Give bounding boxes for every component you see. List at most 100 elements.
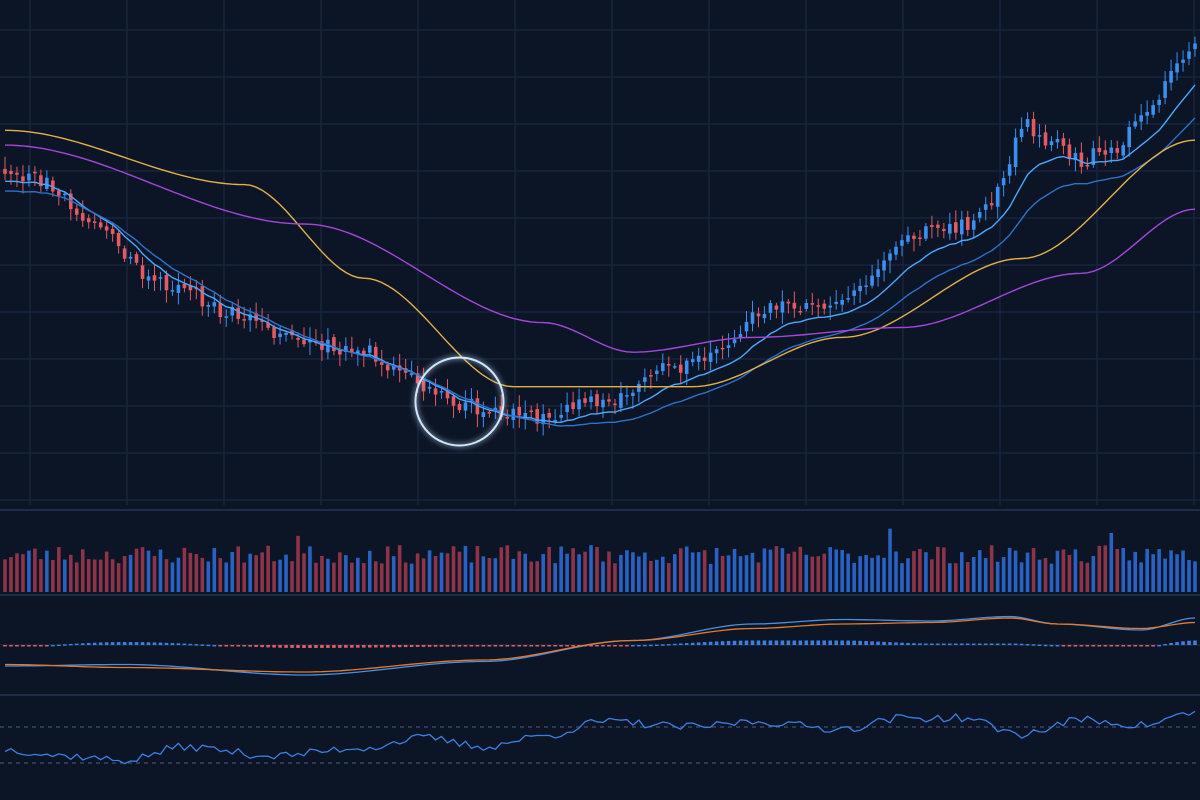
volume-bar [906, 558, 910, 592]
volume-bar [714, 547, 719, 592]
candle-body [1037, 135, 1042, 137]
volume-bar [577, 554, 581, 592]
volume-bar [589, 545, 593, 592]
volume-bar [224, 562, 229, 592]
macd-histogram-bar [792, 640, 797, 645]
volume-bar [326, 558, 330, 592]
candle-body [421, 380, 426, 392]
volume-bar [403, 562, 408, 592]
candle-body [487, 411, 492, 414]
macd-histogram-bar [433, 645, 438, 647]
volume-bar [583, 551, 587, 592]
candle-body [15, 172, 19, 175]
candle-body [45, 177, 49, 189]
macd-histogram-bar [965, 643, 970, 645]
candle-body [936, 224, 940, 228]
candle-body [170, 290, 175, 292]
macd-histogram-bar [1193, 640, 1197, 645]
macd-histogram-bar [367, 645, 372, 648]
candle-body [738, 334, 743, 339]
macd-histogram-bar [936, 643, 940, 645]
macd-histogram-bar [1103, 645, 1108, 647]
volume-bar [607, 551, 611, 592]
macd-histogram-bar [1169, 643, 1173, 645]
candle-body [930, 225, 934, 227]
macd-histogram-bar [959, 643, 964, 645]
macd-histogram-bar [344, 645, 348, 648]
macd-histogram-bar [164, 642, 169, 645]
volume-bar [266, 545, 270, 592]
macd-histogram-bar [409, 645, 414, 648]
volume-bar [1139, 562, 1143, 592]
volume-bar [427, 550, 432, 592]
candle-body [858, 285, 862, 292]
volume-bar [1187, 560, 1191, 592]
candle-body [965, 216, 970, 230]
macd-histogram-bar [1133, 645, 1137, 647]
candle-body [1115, 148, 1120, 153]
macd-histogram-bar [589, 645, 593, 647]
volume-bar [732, 548, 737, 592]
candle-body [714, 349, 719, 354]
volume-bar [296, 535, 300, 592]
moving-average-long [4, 144, 1196, 353]
macd-histogram-bar [571, 645, 575, 647]
macd-histogram-bar [834, 640, 838, 645]
macd-panel [0, 615, 1200, 676]
volume-bar [1001, 557, 1006, 592]
macd-histogram-bar [218, 645, 223, 647]
macd-histogram-bar [912, 643, 916, 645]
candle-body [684, 360, 689, 374]
candle-body [116, 232, 121, 247]
candle-body [439, 391, 444, 393]
macd-histogram-bar [206, 644, 211, 647]
candle-body [122, 248, 127, 259]
volume-bar [619, 554, 623, 592]
macd-histogram-bar [816, 640, 821, 645]
volume-bar [457, 551, 462, 592]
candle-body [57, 190, 61, 196]
volume-bar [272, 561, 276, 592]
volume-bar [74, 562, 79, 592]
volume-bar [768, 549, 773, 592]
candle-body [864, 285, 868, 287]
macd-histogram-bar [744, 640, 749, 645]
volume-bar [134, 548, 139, 592]
volume-bar [959, 552, 964, 592]
volume-bar [176, 557, 181, 592]
volume-bar [1163, 558, 1167, 592]
candle-body [1049, 141, 1054, 146]
candle-body [828, 305, 833, 308]
volume-bar [451, 546, 456, 592]
candle-body [954, 222, 958, 233]
candle-body [356, 350, 360, 354]
macd-histogram-bar [379, 645, 384, 648]
candle-body [481, 412, 486, 418]
volume-bar [308, 546, 312, 592]
candle-body [780, 301, 785, 313]
volume-bar [499, 547, 504, 592]
volume-bar [39, 559, 43, 592]
volume-bar [882, 557, 886, 592]
volume-bar [1109, 532, 1114, 592]
volume-bar [338, 552, 342, 592]
volume-bar [565, 553, 569, 592]
candle-body [140, 265, 145, 279]
macd-histogram-bar [768, 640, 773, 645]
candle-body [649, 375, 653, 377]
macd-histogram-bar [672, 643, 677, 646]
candle-body [804, 302, 809, 309]
candle-body [332, 337, 336, 352]
candle-body [912, 235, 916, 239]
macd-histogram-bar [475, 645, 480, 647]
volume-bar [445, 553, 450, 592]
macd-histogram-bar [684, 643, 689, 645]
macd-histogram-bar [308, 645, 312, 648]
macd-histogram-bar [1187, 640, 1191, 645]
candle-body [39, 175, 43, 187]
volume-bar [356, 557, 360, 592]
candle-body [3, 168, 7, 174]
macd-histogram-bar [1025, 643, 1030, 646]
candle-body [1187, 51, 1191, 59]
